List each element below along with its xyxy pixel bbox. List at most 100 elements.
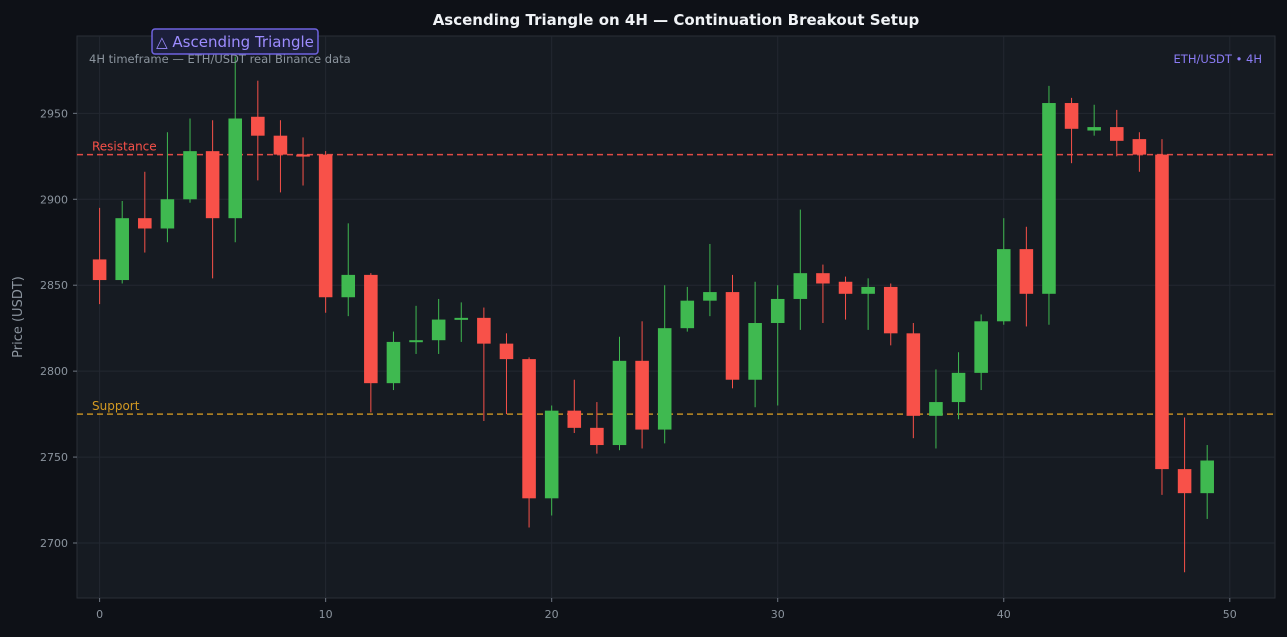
candle-body: [996, 249, 1011, 322]
candle-down: [725, 274, 740, 389]
axes: 2700 2750 2800 2850 2900 2950 0 10 20 30 40 50: [40, 107, 1237, 621]
candle-body: [115, 218, 129, 281]
candle-body: [657, 328, 672, 430]
candle-body: [816, 273, 830, 284]
y-tick-label: 2700: [40, 537, 68, 550]
candle-body: [477, 317, 491, 344]
y-tick-label: 2900: [40, 193, 68, 206]
candle-body: [273, 135, 288, 155]
candle-up: [929, 369, 943, 449]
x-tick-label: 30: [771, 608, 785, 621]
pattern-badge-label: △ Ascending Triangle: [156, 33, 314, 51]
y-tick-label: 2750: [40, 451, 68, 464]
candle-body: [951, 372, 966, 403]
candle-down: [635, 321, 649, 449]
candle-down: [1064, 97, 1079, 164]
y-tick-label: 2950: [40, 107, 68, 120]
candles: [92, 56, 1214, 573]
candle-up: [861, 278, 875, 330]
candle-body: [567, 410, 582, 428]
candle-body: [703, 292, 717, 301]
pair-label: ETH/USDT • 4H: [1174, 52, 1262, 66]
candle-down: [1019, 226, 1034, 327]
candle-body: [1177, 469, 1192, 494]
candle-down: [318, 151, 333, 313]
candle-body: [183, 151, 197, 200]
candle-body: [748, 323, 762, 380]
candle-up: [951, 352, 966, 420]
candle-up: [544, 405, 559, 516]
candle-body: [522, 359, 536, 499]
candle-up: [770, 285, 785, 406]
candle-body: [612, 360, 627, 446]
candle-body: [770, 298, 785, 324]
candle-body: [431, 319, 446, 341]
candle-down: [1177, 417, 1192, 573]
candle-down: [1155, 139, 1169, 495]
candle-up: [974, 314, 988, 391]
candle-up: [431, 298, 446, 354]
levels: Resistance Support: [77, 140, 1275, 415]
candle-up: [115, 200, 129, 284]
candle-body: [635, 360, 649, 430]
candle-up: [1087, 104, 1101, 136]
candle-down: [838, 276, 853, 320]
chart-title: Ascending Triangle on 4H — Continuation …: [433, 11, 920, 29]
candle-down: [522, 357, 536, 528]
candle-up: [409, 305, 423, 354]
candle-up: [454, 302, 469, 342]
candle-down: [477, 307, 491, 421]
candle-body: [906, 333, 921, 416]
candle-body: [251, 116, 265, 136]
x-tick-label: 10: [319, 608, 333, 621]
candle-down: [273, 120, 288, 193]
candle-down: [1109, 109, 1124, 157]
candle-down: [816, 264, 830, 324]
candle-down: [92, 207, 107, 305]
candle-body: [454, 317, 469, 320]
candle-body: [1087, 127, 1101, 131]
candle-body: [883, 286, 898, 334]
candle-body: [1155, 154, 1169, 470]
candle-body: [1200, 460, 1214, 494]
candle-body: [590, 427, 604, 446]
candle-body: [1109, 127, 1124, 141]
candle-body: [160, 199, 175, 229]
candle-body: [1042, 103, 1056, 294]
x-tick-label: 40: [997, 608, 1011, 621]
candle-body: [974, 321, 988, 373]
candle-up: [680, 286, 695, 332]
candle-body: [92, 259, 107, 281]
candle-body: [680, 300, 695, 329]
candle-up: [228, 56, 243, 243]
candle-body: [929, 402, 943, 416]
candle-down: [590, 402, 604, 454]
candle-down: [138, 171, 152, 253]
candle-down: [883, 283, 898, 346]
resistance-label: Resistance: [92, 140, 157, 154]
candle-body: [793, 273, 808, 299]
candle-body: [205, 151, 220, 219]
candle-body: [138, 218, 152, 229]
candle-body: [296, 154, 310, 157]
candle-up: [748, 281, 762, 408]
candle-body: [364, 274, 378, 384]
candle-body: [1019, 249, 1034, 294]
plot-area: [76, 35, 1276, 599]
candle-body: [838, 281, 853, 294]
candle-up: [341, 223, 356, 317]
candle-body: [1064, 103, 1079, 129]
support-label: Support: [92, 399, 140, 413]
candle-body: [499, 343, 514, 360]
x-tick-label: 0: [96, 608, 103, 621]
grid: [77, 36, 1275, 598]
candle-down: [251, 80, 265, 181]
x-tick-label: 50: [1223, 608, 1237, 621]
candle-body: [409, 340, 423, 343]
candle-down: [567, 379, 582, 434]
candle-down: [205, 120, 220, 279]
candle-up: [386, 331, 401, 391]
candle-body: [544, 410, 559, 499]
